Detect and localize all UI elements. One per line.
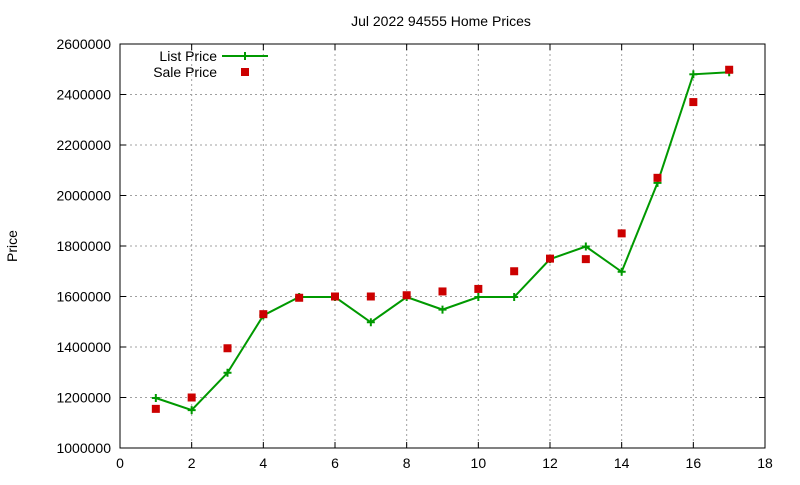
grid-lines: [120, 44, 765, 448]
sale-price-point: [223, 344, 232, 353]
sale-price-point: [295, 293, 304, 302]
y-tick-label: 2200000: [56, 137, 111, 153]
sale-price-point: [581, 255, 590, 264]
list-price-point: [474, 293, 483, 302]
legend-label: List Price: [159, 48, 217, 64]
y-tick-label: 2400000: [56, 87, 111, 103]
legend-square-sample: [241, 68, 249, 76]
y-tick-label: 2000000: [56, 188, 111, 204]
sale-price-point: [151, 404, 160, 413]
sale-price-point: [725, 65, 734, 74]
list-price-line: [155, 71, 730, 412]
x-tick-label: 0: [116, 455, 124, 471]
list-price-point: [366, 318, 375, 327]
list-price-point: [617, 267, 626, 276]
list-price-point: [151, 394, 160, 403]
legend-label: Sale Price: [153, 64, 217, 80]
x-tick-label: 16: [686, 455, 702, 471]
x-tick-label: 4: [259, 455, 267, 471]
sale-price-point: [259, 310, 268, 319]
series-layer: [151, 65, 734, 415]
sale-price-point: [617, 229, 626, 238]
y-tick-label: 1400000: [56, 339, 111, 355]
y-tick-label: 1800000: [56, 238, 111, 254]
sale-price-point: [438, 287, 447, 296]
x-tick-label: 6: [331, 455, 339, 471]
sale-price-point: [187, 393, 196, 402]
x-tick-label: 10: [471, 455, 487, 471]
sale-price-point: [474, 284, 483, 293]
y-tick-label: 1200000: [56, 390, 111, 406]
y-axis-label: Price: [4, 230, 20, 262]
y-tick-label: 2600000: [56, 36, 111, 52]
list-price-point: [510, 293, 519, 302]
x-tick-label: 14: [614, 455, 630, 471]
x-tick-label: 12: [542, 455, 558, 471]
y-tick-label: 1600000: [56, 289, 111, 305]
list-price-point: [438, 305, 447, 314]
y-tick-label: 1000000: [56, 440, 111, 456]
sale-price-point: [510, 267, 519, 276]
sale-price-point: [653, 173, 662, 182]
axis-ticks: 0 2 4 6 8 10 12 14 16 18 1000000 1200000 1400000 1600…: [56, 36, 773, 471]
sale-price-point: [366, 292, 375, 301]
sale-price-point: [546, 254, 554, 263]
sale-price-point: [331, 292, 339, 301]
list-price-point: [187, 406, 196, 415]
sale-price-point: [402, 291, 411, 300]
x-tick-label: 2: [188, 455, 196, 471]
sale-price-point: [689, 98, 698, 107]
list-price-point: [581, 242, 590, 251]
x-tick-label: 8: [403, 455, 411, 471]
x-tick-label: 18: [757, 455, 773, 471]
chart-title: Jul 2022 94555 Home Prices: [351, 13, 531, 29]
list-price-point: [223, 368, 232, 377]
list-price-point: [689, 70, 698, 79]
